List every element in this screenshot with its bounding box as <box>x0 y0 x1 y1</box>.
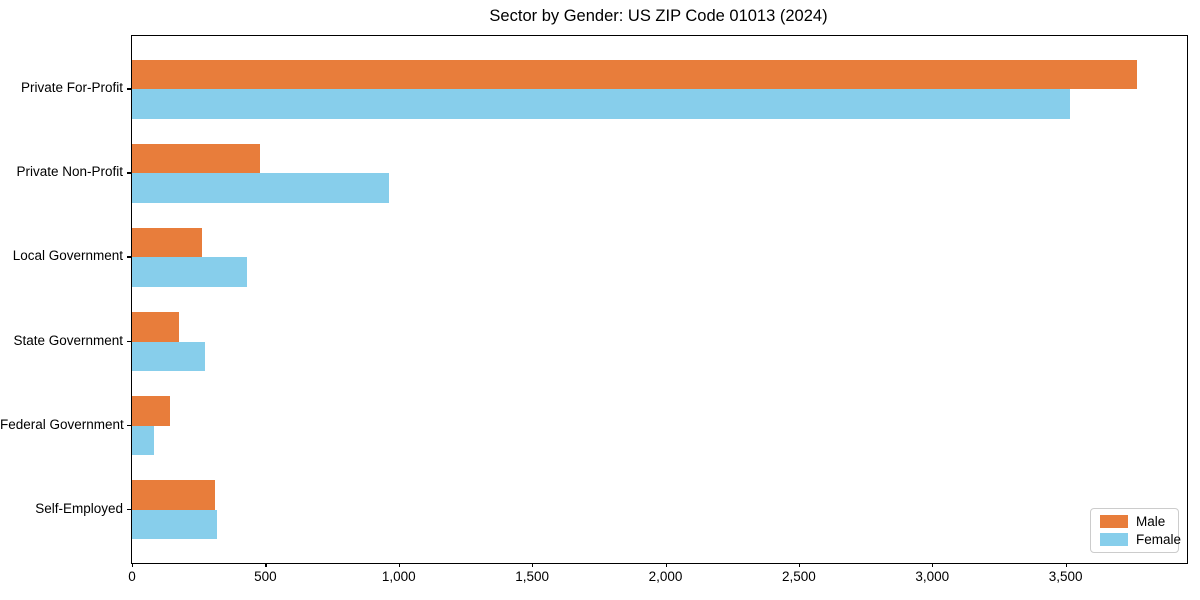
x-tick-label-3000: 3,000 <box>915 569 950 584</box>
bar-male-self-employed <box>132 480 216 510</box>
bar-male-state-government <box>132 312 179 342</box>
legend-swatch-male <box>1100 515 1128 528</box>
y-tick-mark <box>127 508 131 510</box>
y-tick-label-private-non-profit: Private Non-Profit <box>16 164 123 180</box>
legend-label-male: Male <box>1136 514 1166 529</box>
plot-area <box>131 35 1188 564</box>
x-tick-mark <box>265 563 267 567</box>
chart-title: Sector by Gender: US ZIP Code 01013 (202… <box>489 7 828 25</box>
bar-female-private-for-profit <box>132 89 1070 119</box>
bar-female-private-non-profit <box>132 173 389 203</box>
x-tick-mark <box>665 563 667 567</box>
legend-item-male: Male <box>1100 514 1172 529</box>
bar-male-federal-government <box>132 396 170 426</box>
bar-male-private-for-profit <box>132 59 1137 90</box>
y-tick-label-local-government: Local Government <box>12 248 123 264</box>
x-tick-label-1000: 1,000 <box>381 569 416 584</box>
x-tick-label-2500: 2,500 <box>781 569 816 584</box>
y-tick-mark <box>127 88 131 90</box>
x-tick-label-3500: 3,500 <box>1048 569 1083 584</box>
bar-female-federal-government <box>132 425 155 455</box>
x-tick-label-0: 0 <box>128 569 136 584</box>
y-tick-label-self-employed: Self-Employed <box>35 500 123 516</box>
x-tick-label-500: 500 <box>254 569 277 584</box>
bar-male-local-government <box>132 228 202 258</box>
x-tick-mark <box>798 563 801 567</box>
y-tick-label-state-government: State Government <box>13 332 123 348</box>
x-tick-mark <box>398 563 400 567</box>
x-tick-mark <box>532 563 534 567</box>
x-tick-mark <box>932 563 934 567</box>
y-tick-mark <box>127 256 131 258</box>
y-tick-label-federal-government: Federal Government <box>0 416 124 432</box>
bar-female-local-government <box>132 257 247 287</box>
legend-item-female: Female <box>1100 532 1181 547</box>
y-tick-label-private-for-profit: Private For-Profit <box>20 80 123 96</box>
legend-label-female: Female <box>1136 532 1182 547</box>
x-tick-mark <box>132 563 134 567</box>
bar-female-state-government <box>132 341 206 371</box>
x-tick-label-2000: 2,000 <box>648 569 683 584</box>
bar-male-private-non-profit <box>132 144 260 174</box>
y-tick-mark <box>127 424 131 426</box>
legend: Male Female <box>1090 508 1181 553</box>
y-tick-mark <box>127 340 131 342</box>
bar-female-self-employed <box>132 509 218 540</box>
y-tick-mark <box>127 172 131 174</box>
legend-swatch-female <box>1100 533 1128 546</box>
x-tick-label-1500: 1,500 <box>515 569 550 584</box>
x-tick-mark <box>1065 563 1067 567</box>
